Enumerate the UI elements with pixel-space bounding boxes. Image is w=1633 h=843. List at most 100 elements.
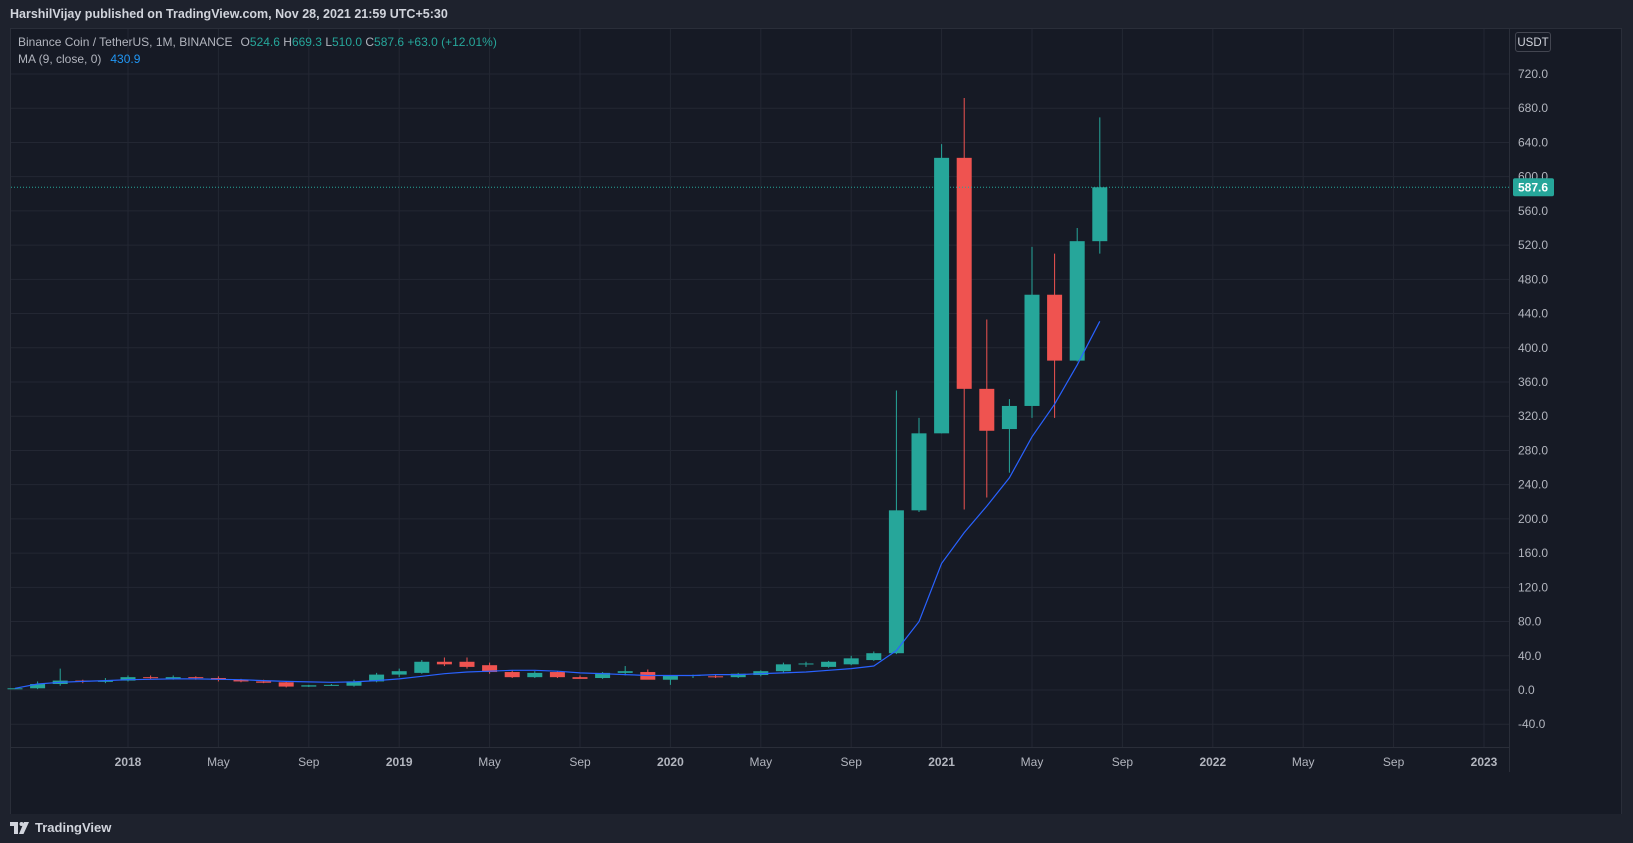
low-value: 510.0 <box>332 35 363 49</box>
candle <box>7 688 23 690</box>
candle-body <box>369 674 385 682</box>
candle <box>730 672 746 679</box>
time-axis[interactable]: 2018 May Sep 2019 May Sep 2020 May Sep 2021 May Sep… <box>115 755 1498 769</box>
ma-row: MA (9, close, 0) 430.9 <box>18 51 497 68</box>
last-price-badge <box>1513 178 1554 197</box>
y-tick-label: 200.0 <box>1518 512 1548 526</box>
candle-body <box>549 672 565 678</box>
candle-body <box>888 510 904 654</box>
candle-body <box>278 682 294 687</box>
candle-body <box>866 653 882 661</box>
candle-body <box>143 677 159 679</box>
candle <box>1001 399 1017 473</box>
tradingview-logo[interactable]: TradingView <box>10 820 111 835</box>
candle-body <box>843 658 859 665</box>
candle-body <box>391 671 407 675</box>
x-tick-label: 2020 <box>657 755 684 769</box>
ma-label[interactable]: MA (9, close, 0) <box>18 52 102 66</box>
candle <box>1024 246 1040 418</box>
candle <box>504 670 520 679</box>
published-header: HarshilVijay published on TradingView.co… <box>0 0 1633 28</box>
candle-body <box>798 663 814 665</box>
y-tick-label: 720.0 <box>1518 67 1548 81</box>
x-tick-label: 2023 <box>1471 755 1498 769</box>
candle <box>617 666 633 676</box>
candle <box>527 671 543 679</box>
candle <box>1069 228 1085 362</box>
candle-body <box>527 672 543 678</box>
candle-body <box>1047 294 1063 361</box>
candle <box>979 319 995 498</box>
y-tick-label: 0.0 <box>1518 683 1535 697</box>
candle-body <box>1001 405 1017 430</box>
last-price-label: 587.6 <box>1518 180 1548 194</box>
candle <box>775 662 791 673</box>
candle <box>798 661 814 667</box>
candle-body <box>97 680 113 682</box>
symbol-name[interactable]: Binance Coin / TetherUS, 1M, BINANCE <box>18 35 233 49</box>
x-tick-label: 2022 <box>1199 755 1226 769</box>
y-tick-label: 640.0 <box>1518 135 1548 149</box>
candle-body <box>1024 294 1040 406</box>
chart-frame <box>10 28 1622 821</box>
candle-body <box>233 679 249 682</box>
candle <box>30 681 46 690</box>
candle-body <box>595 672 611 679</box>
y-tick-label: -40.0 <box>1518 717 1546 731</box>
candle-body <box>934 157 950 434</box>
candle <box>346 679 362 687</box>
x-tick-label: Sep <box>298 755 320 769</box>
candle-body <box>7 688 23 690</box>
candle-body <box>414 661 430 673</box>
y-tick-label: 440.0 <box>1518 307 1548 321</box>
candle <box>934 144 950 434</box>
candle-body <box>1092 187 1108 242</box>
candle <box>843 655 859 666</box>
y-tick-label: 40.0 <box>1518 649 1542 663</box>
candle <box>956 97 972 510</box>
high-label: H <box>283 35 292 49</box>
y-tick-label: 680.0 <box>1518 101 1548 115</box>
x-tick-label: May <box>207 755 230 769</box>
price-axis[interactable]: -40.0 0.0 40.0 80.0 120.0 160.0 200.0 240.0 280.… <box>1513 67 1554 731</box>
moving-average-line <box>14 321 1101 689</box>
candle <box>1092 117 1108 254</box>
candle <box>323 684 339 686</box>
change-value: +63.0 (+12.01%) <box>407 35 497 49</box>
x-tick-label: 2018 <box>115 755 142 769</box>
candle <box>414 660 430 674</box>
y-tick-label: 280.0 <box>1518 443 1548 457</box>
candle-body <box>708 676 724 678</box>
candle-body <box>323 684 339 686</box>
chart-legend: Binance Coin / TetherUS, 1M, BINANCE O52… <box>18 34 497 68</box>
candle <box>911 417 927 513</box>
candle-body <box>301 685 317 687</box>
candle-body <box>188 677 204 679</box>
candle <box>278 681 294 688</box>
candle-body <box>459 661 475 667</box>
candle-body <box>504 672 520 678</box>
candle-body <box>572 677 588 679</box>
x-tick-label: Sep <box>1383 755 1405 769</box>
candle <box>549 671 565 679</box>
y-tick-label: 480.0 <box>1518 272 1548 286</box>
candle-body <box>821 661 837 667</box>
candles <box>7 97 1108 690</box>
candle <box>866 651 882 661</box>
ohlc-values: O524.6 H669.3 L510.0 C587.6 +63.0 (+12.0… <box>241 34 497 51</box>
x-tick-label: 2019 <box>386 755 413 769</box>
ma-value: 430.9 <box>110 52 141 66</box>
candle-body <box>956 157 972 389</box>
y-tick-label: 320.0 <box>1518 409 1548 423</box>
candle-body <box>979 388 995 431</box>
x-tick-label: 2021 <box>928 755 955 769</box>
currency-unit-button[interactable]: USDT <box>1515 32 1551 52</box>
x-tick-label: May <box>1021 755 1044 769</box>
y-tick-label: 560.0 <box>1518 204 1548 218</box>
candle-body <box>482 665 498 673</box>
candle <box>482 662 498 674</box>
candle-body <box>730 673 746 678</box>
candle-body <box>120 677 136 681</box>
high-value: 669.3 <box>291 35 322 49</box>
